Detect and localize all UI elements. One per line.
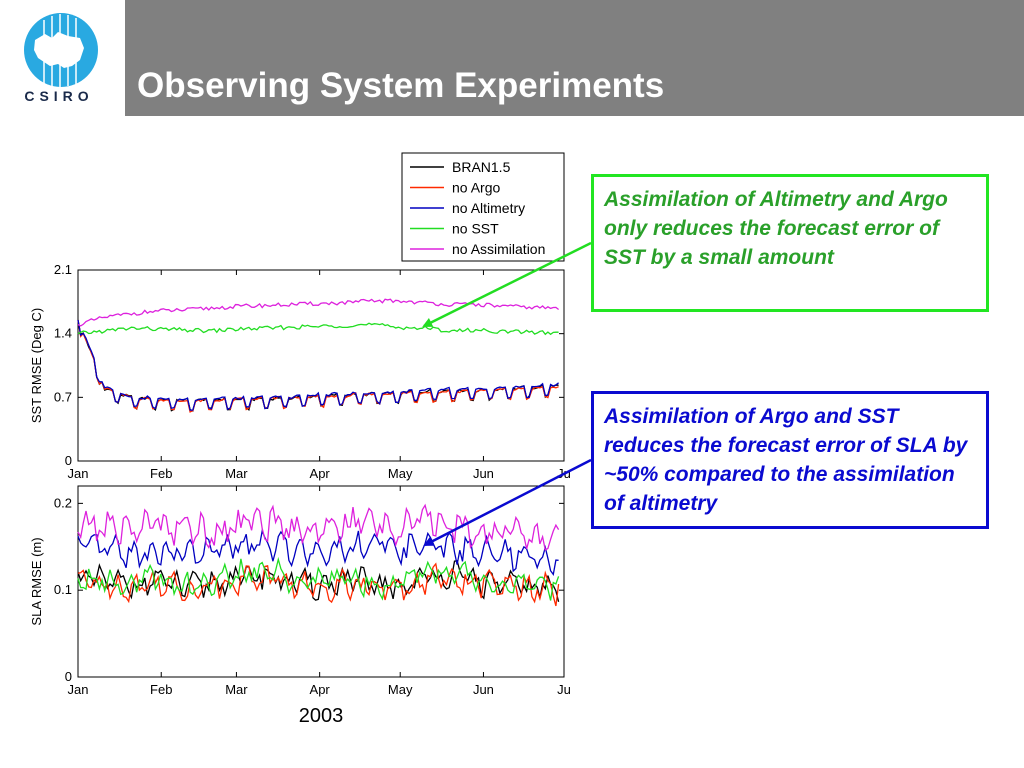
- csiro-logo-icon: [24, 13, 98, 87]
- logo-area: CSIRO: [0, 0, 125, 116]
- x-tick-label: Jan: [68, 466, 89, 481]
- series-line-no-altimetry: [77, 319, 559, 411]
- x-tick-label: Jun: [473, 682, 494, 697]
- y-tick-label: 0.1: [54, 582, 72, 597]
- series-line-no-sst: [77, 322, 559, 336]
- y-tick-label: 0: [65, 453, 72, 468]
- x-tick-label: May: [388, 466, 413, 481]
- legend-label: no Argo: [452, 180, 500, 196]
- y-tick-label: 0.7: [54, 389, 72, 404]
- arrow-to-sst: [422, 241, 592, 328]
- arrow-to-sla: [423, 458, 592, 547]
- x-tick-label: Ju: [557, 682, 571, 697]
- x-tick-label: Mar: [225, 466, 248, 481]
- series-line-no-sst: [77, 556, 560, 601]
- legend-box: [401, 152, 565, 262]
- x-tick-label: May: [388, 682, 413, 697]
- callout-sla: Assimilation of Argo and SST reduces the…: [591, 391, 989, 529]
- callout-sst: Assimilation of Altimetry and Argo only …: [591, 174, 989, 312]
- y-axis-label: SST RMSE (Deg C): [29, 308, 44, 423]
- plot-1: 00.71.42.1JanFebMarAprMayJunJuSST RMSE (…: [29, 262, 571, 481]
- y-axis-label: SLA RMSE (m): [29, 537, 44, 625]
- plot-2: 0 0.1 0.2 Jan Feb Mar Apr May Jun Ju SLA RMSE (m) 2…: [29, 485, 571, 727]
- logo-text: CSIRO: [24, 88, 94, 104]
- slide-title: Observing System Experiments: [137, 66, 665, 105]
- header-band: [125, 0, 1024, 116]
- x-tick-label: Mar: [225, 682, 248, 697]
- plot-frame: [77, 269, 565, 462]
- y-tick-label: 0: [65, 669, 72, 684]
- y-tick-label: 0.2: [54, 495, 72, 510]
- series-line-bran1-5: [77, 559, 560, 602]
- series-line-no-altimetry: [77, 528, 559, 577]
- legend-label: no Assimilation: [452, 241, 545, 257]
- series-line-no-assimilation: [77, 503, 560, 552]
- x-tick-label: Apr: [310, 466, 331, 481]
- x-axis-label: 2003: [299, 705, 344, 727]
- legend-label: no Altimetry: [452, 200, 525, 216]
- y-tick-label: 2.1: [54, 262, 72, 277]
- legend-label: BRAN1.5: [452, 159, 511, 175]
- x-tick-label: Jan: [68, 682, 89, 697]
- legend: BRAN1.5 no Argo no Altimetry no SST no Assim…: [401, 152, 565, 262]
- series-line-no-assimilation: [77, 298, 559, 327]
- x-tick-label: Feb: [150, 466, 172, 481]
- legend-label: no SST: [452, 221, 499, 237]
- y-tick-label: 1.4: [54, 326, 72, 341]
- series-line-no-argo: [77, 562, 560, 607]
- x-tick-label: Feb: [150, 682, 172, 697]
- x-tick-label: Jun: [473, 466, 494, 481]
- x-tick-label: Apr: [310, 682, 331, 697]
